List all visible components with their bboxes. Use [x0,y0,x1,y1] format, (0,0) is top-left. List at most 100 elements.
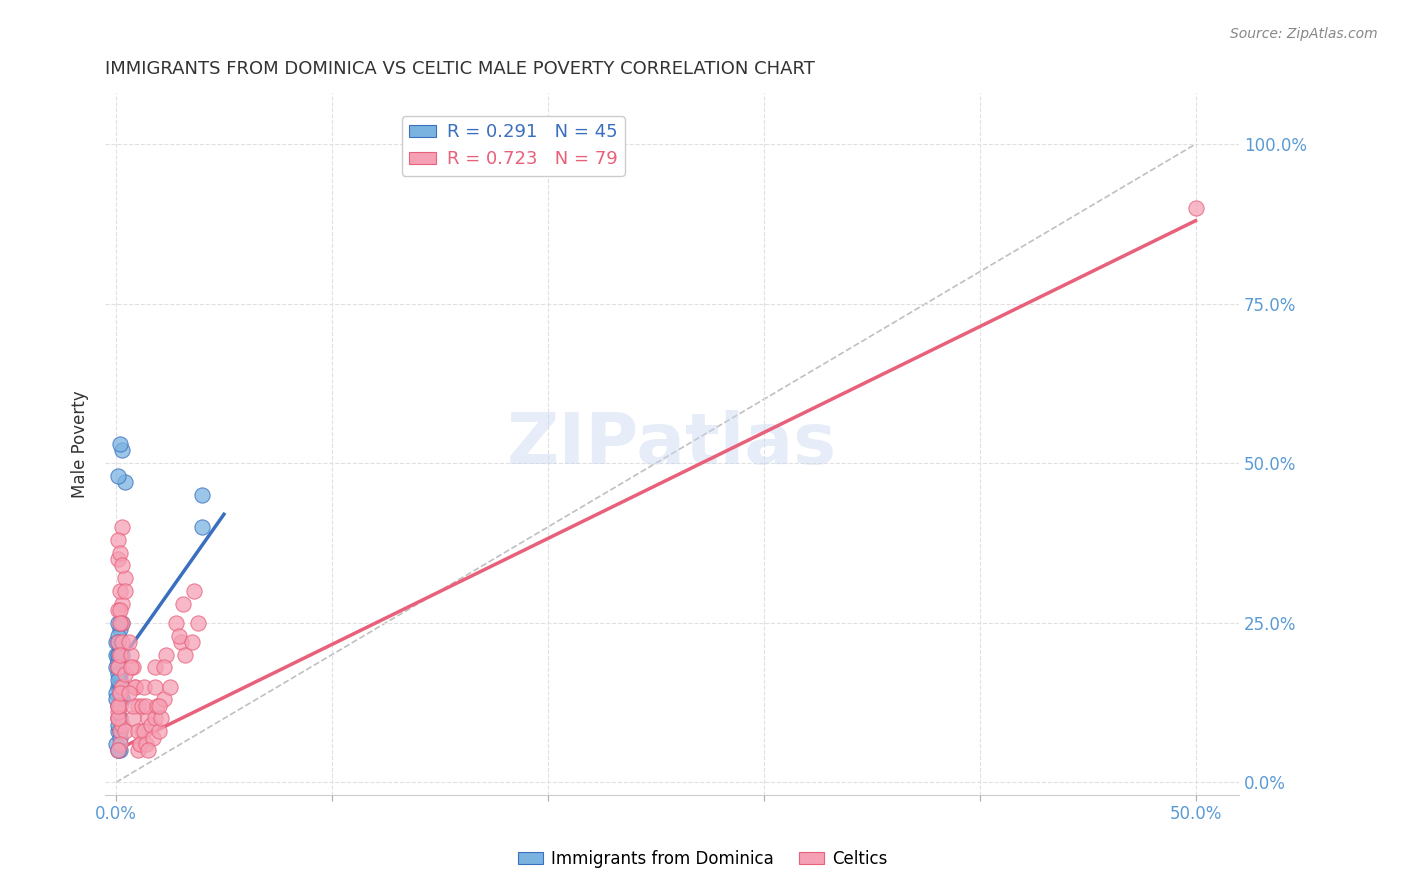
Point [110,724,132,739]
Point [110,686,132,700]
Point [110,724,132,739]
Point [1184,201,1206,215]
Point [148,724,170,739]
Point [105,648,128,662]
Text: IMMIGRANTS FROM DOMINICA VS CELTIC MALE POVERTY CORRELATION CHART: IMMIGRANTS FROM DOMINICA VS CELTIC MALE … [105,60,815,78]
Point [155,648,177,662]
Point [107,698,129,713]
Point [110,615,132,630]
Legend: R = 0.291   N = 45, R = 0.723   N = 79: R = 0.291 N = 45, R = 0.723 N = 79 [402,116,624,176]
Point [107,635,129,649]
Point [135,737,157,751]
Point [107,615,129,630]
Point [114,583,136,598]
Point [111,597,134,611]
Point [107,603,129,617]
Point [107,698,129,713]
Point [110,737,132,751]
Point [143,660,166,674]
Point [143,680,166,694]
Point [122,660,145,674]
Point [110,698,132,713]
Point [110,731,132,745]
Point [183,583,205,598]
Point [180,635,202,649]
Point [105,692,128,706]
Point [107,673,129,688]
Point [148,698,170,713]
Point [110,743,132,757]
Point [111,692,134,706]
Point [110,680,132,694]
Point [111,680,134,694]
Point [135,698,157,713]
Point [166,615,188,630]
Legend: Immigrants from Dominica, Celtics: Immigrants from Dominica, Celtics [512,844,894,875]
Point [107,705,129,719]
Point [111,680,134,694]
Point [111,680,134,694]
Point [107,660,129,674]
Point [138,711,160,725]
Point [107,743,129,757]
Point [111,680,134,694]
Point [110,686,132,700]
Point [107,654,129,668]
Point [139,718,162,732]
Point [172,597,194,611]
Point [132,680,155,694]
Point [114,475,136,490]
Point [111,443,134,458]
Point [110,603,132,617]
Point [159,680,181,694]
Point [107,743,129,757]
Point [131,698,153,713]
Point [152,660,174,674]
Point [170,635,193,649]
Point [114,666,136,681]
Point [105,660,128,674]
Point [105,686,128,700]
Point [107,724,129,739]
Point [111,648,134,662]
Point [110,673,132,688]
Point [128,737,150,751]
Point [107,718,129,732]
Point [107,660,129,674]
Point [120,648,142,662]
Point [111,520,134,534]
Point [107,533,129,547]
Point [107,635,129,649]
Point [111,692,134,706]
Point [191,488,214,502]
Point [107,628,129,642]
Point [110,545,132,559]
Point [110,622,132,636]
Point [110,648,132,662]
Point [143,711,166,725]
Point [138,743,160,757]
Point [110,437,132,451]
Point [114,571,136,585]
Point [107,711,129,725]
Point [152,692,174,706]
Point [107,743,129,757]
Point [105,737,128,751]
Point [146,698,169,713]
Point [110,615,132,630]
Point [124,680,146,694]
Point [122,698,145,713]
Point [114,724,136,739]
Point [110,648,132,662]
Point [107,711,129,725]
Point [111,718,134,732]
Point [107,666,129,681]
Point [107,648,129,662]
Text: Source: ZipAtlas.com: Source: ZipAtlas.com [1230,27,1378,41]
Point [107,698,129,713]
Point [174,648,197,662]
Point [111,635,134,649]
Text: ZIPatlas: ZIPatlas [508,409,837,478]
Point [107,680,129,694]
Point [132,724,155,739]
